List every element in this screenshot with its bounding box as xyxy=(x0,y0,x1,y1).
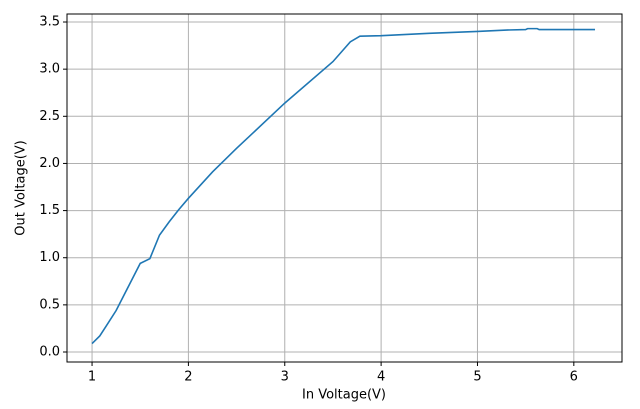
x-axis-label: In Voltage(V) xyxy=(302,388,386,403)
x-tick-label: 1 xyxy=(88,370,96,385)
y-tick-label: 3.5 xyxy=(39,15,60,30)
x-tick-label: 2 xyxy=(184,370,192,385)
y-tick-label: 1.0 xyxy=(39,250,60,265)
y-tick-label: 1.5 xyxy=(39,203,60,218)
x-tick-label: 3 xyxy=(281,370,289,385)
y-tick-label: 0.0 xyxy=(39,345,60,360)
x-tick-label: 4 xyxy=(377,370,385,385)
y-tick-label: 3.0 xyxy=(39,62,60,77)
x-tick-label: 5 xyxy=(473,370,481,385)
x-tick-label: 6 xyxy=(570,370,578,385)
y-tick-label: 2.5 xyxy=(39,109,60,124)
plot-frame xyxy=(66,13,623,363)
y-tick-label: 0.5 xyxy=(39,297,60,312)
data-line xyxy=(91,27,596,345)
y-tick-label: 2.0 xyxy=(39,156,60,171)
y-axis-label: Out Voltage(V) xyxy=(14,140,29,236)
